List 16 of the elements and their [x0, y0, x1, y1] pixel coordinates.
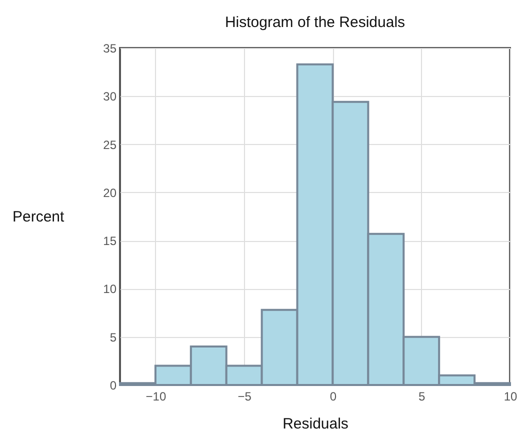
- y-tick-label: 25: [103, 138, 117, 152]
- x-tick-label: 5: [418, 390, 426, 404]
- y-tick-label: 30: [103, 90, 117, 104]
- x-tick-label: −5: [238, 390, 252, 404]
- x-tick-label: −10: [146, 390, 166, 404]
- y-tick-label: 10: [103, 282, 117, 296]
- chart-title: Histogram of the Residuals: [224, 14, 406, 31]
- y-axis-title: Percent: [12, 208, 66, 226]
- y-tick-label: 35: [103, 42, 117, 56]
- x-axis-title: Residuals: [282, 416, 348, 432]
- x-tick-label: 0: [330, 390, 337, 404]
- y-tick-label: 20: [103, 186, 117, 200]
- y-tick-label: 0: [110, 378, 117, 392]
- y-tick-label: 15: [103, 234, 117, 248]
- y-tick-label: 5: [110, 330, 117, 344]
- x-tick-label: 10: [504, 390, 518, 404]
